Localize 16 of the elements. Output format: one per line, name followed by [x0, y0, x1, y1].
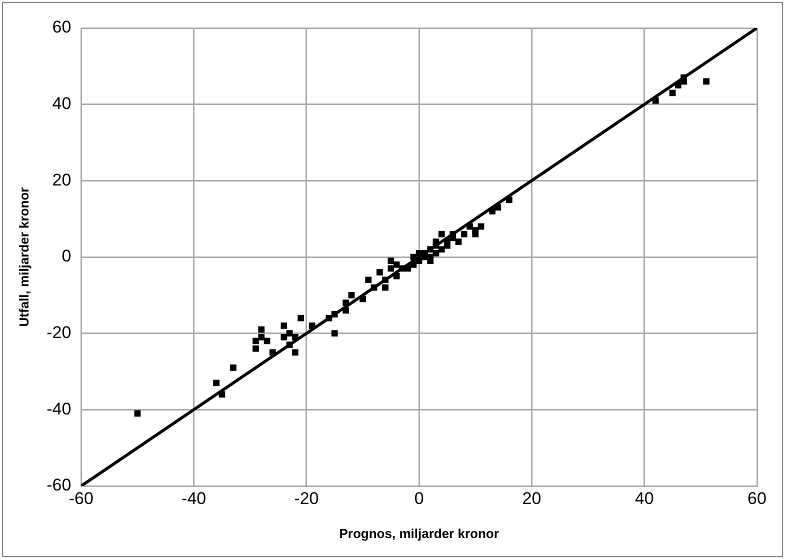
x-tick-label: 20: [522, 488, 542, 508]
y-tick-label: 40: [52, 94, 72, 114]
x-axis-title: Prognos, miljarder kronor: [339, 526, 499, 541]
y-tick-label: -60: [46, 476, 72, 495]
y-tick-label: 60: [52, 18, 72, 37]
y-axis-title: Utfall, miljarder kronor: [16, 187, 32, 327]
x-tick-label: -60: [68, 488, 94, 508]
y-tick-label: 0: [62, 246, 72, 266]
y-tick-label: 20: [52, 170, 72, 190]
x-tick-label: 60: [748, 488, 766, 508]
x-tick-label: 0: [414, 488, 424, 508]
y-tick-label: -20: [46, 323, 72, 342]
x-tick-label: -20: [294, 488, 319, 508]
y-tick-label: -40: [46, 399, 72, 418]
x-tick-label: -40: [182, 488, 206, 508]
x-tick-label: 40: [634, 488, 654, 508]
